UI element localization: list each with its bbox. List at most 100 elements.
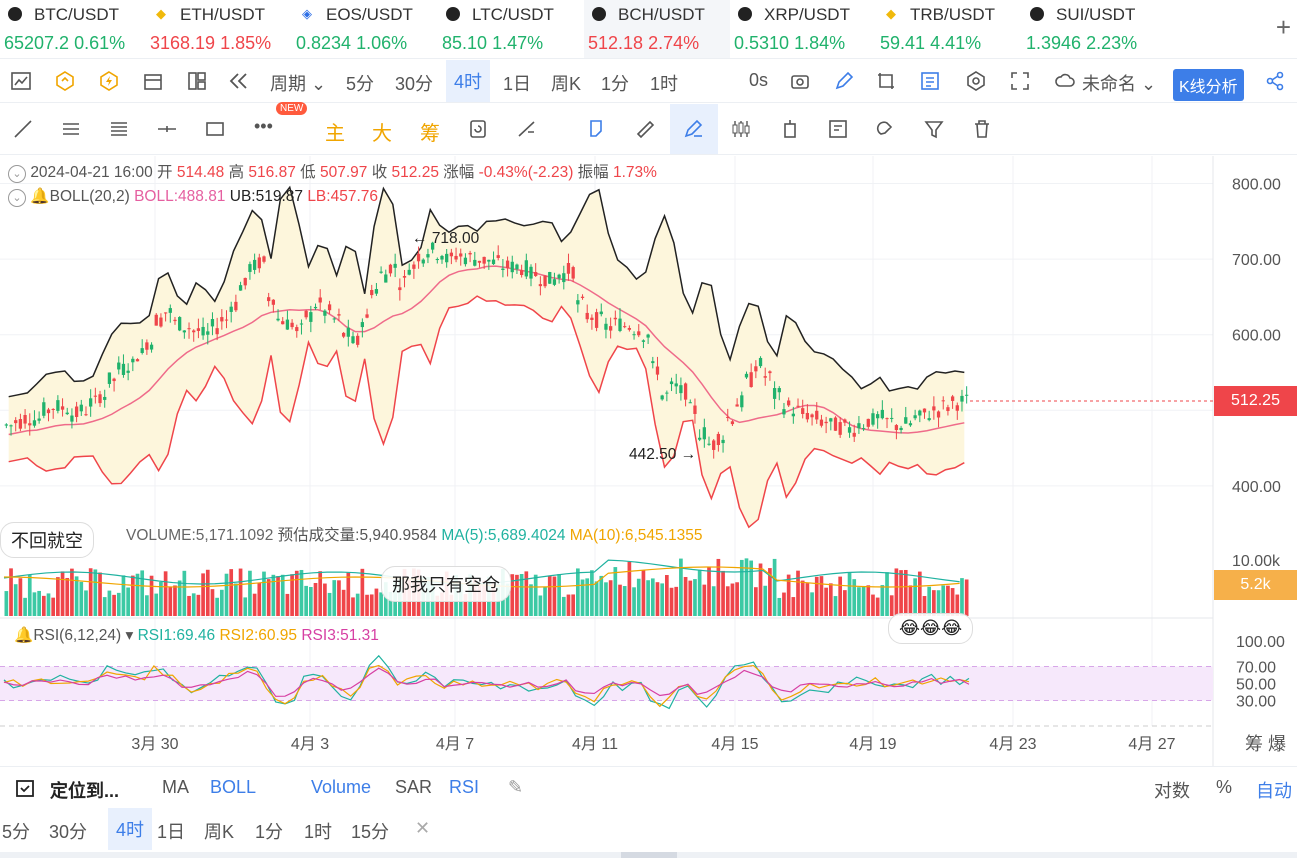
chart-canvas[interactable]: 800.00 700.00 600.00 400.00 10.00k 100.00 70.0… [0,156,1297,766]
ticker-xrp[interactable]: XRP/USDT 0.5310 1.84% [730,0,876,58]
layout-icon[interactable] [186,70,208,92]
camera-icon[interactable] [789,70,811,92]
bottom-interval-6[interactable]: 1时 [304,822,333,842]
sar-toggle[interactable]: SAR [395,777,433,797]
volume-bar [93,569,98,616]
countdown-label: 0s [749,70,769,90]
edit-indicators-icon[interactable]: ✎ [508,777,524,797]
indicator-icon[interactable] [54,70,76,92]
position-icon[interactable] [779,118,801,140]
more-tools-icon[interactable]: ••• [254,116,273,136]
comment-bubble[interactable]: 那我只有空仓 [381,566,511,602]
compare-icon[interactable] [919,70,941,92]
ticker-ltc[interactable]: LTC/USDT 85.10 1.47% [438,0,584,58]
rectangle-icon[interactable] [204,118,226,140]
trash-icon[interactable] [971,118,993,140]
bell-icon[interactable]: 🔔 [14,627,34,644]
interval-week[interactable]: 周K [551,74,582,94]
auto-scale-toggle[interactable]: 自动 [1256,781,1292,801]
cloud-icon[interactable] [1054,70,1076,92]
volume-bar [946,585,950,616]
bell-icon[interactable]: 🔔 [30,188,50,205]
big-order-button[interactable]: 大 [372,123,392,145]
collapse-icon[interactable]: ⌄ [8,165,26,183]
corner-labels[interactable]: 筹 爆 [1245,734,1287,754]
bottom-interval-7[interactable]: 15分 [351,822,390,842]
resize-handle[interactable] [0,852,1297,858]
crop-icon[interactable] [875,70,897,92]
kline-analysis-button[interactable]: K线分析 [1173,69,1244,101]
filter-icon[interactable] [923,118,945,140]
chart-type-icon[interactable] [10,70,32,92]
lock-icon[interactable] [875,118,897,140]
percent-toggle[interactable]: % [1216,777,1233,797]
ticker-btc[interactable]: BTC/USDT 65207.2 0.61% [0,0,146,58]
eos-icon: ◈ [302,6,312,21]
bottom-interval-1[interactable]: 30分 [49,822,88,842]
trendline-icon[interactable] [12,118,34,140]
volume-bar [932,590,936,616]
fib-icon[interactable] [108,118,130,140]
interval-5m[interactable]: 5分 [346,74,375,94]
add-ticker-icon[interactable]: + [1275,12,1291,42]
pencil-icon[interactable] [833,70,855,92]
replay-icon[interactable] [228,70,250,92]
ticker-trb[interactable]: ◆ TRB/USDT 59.41 4.41% [876,0,1022,58]
close-icon[interactable]: ✕ [415,818,431,838]
collapse-icon[interactable]: ⌄ [8,189,26,207]
parallel-lines-icon[interactable] [60,118,82,140]
ticker-eth[interactable]: ◆ ETH/USDT 3168.19 1.85% [146,0,292,58]
measure-icon[interactable] [516,118,538,140]
period-dropdown[interactable]: 周期 ⌄ [270,74,327,94]
handle-grip[interactable] [621,852,677,858]
interval-1h[interactable]: 1时 [650,74,679,94]
bottom-interval-2[interactable]: 4时 [108,808,153,850]
calendar-icon[interactable] [14,777,36,799]
layout-name-dropdown[interactable]: 未命名 ⌄ [1082,74,1157,94]
bottom-interval-3[interactable]: 1日 [157,822,186,842]
candle-body [754,366,758,372]
settings-icon[interactable] [965,70,987,92]
refresh-drawing-icon[interactable] [467,118,489,140]
volume-bar [566,594,571,616]
candle-body [576,300,580,305]
ticker-sui[interactable]: SUI/USDT 1.3946 2.23% [1022,0,1168,58]
candle-body [876,414,880,419]
brush-icon[interactable] [682,118,704,140]
volume-bar [590,570,594,616]
main-chart-button[interactable]: 主 [325,123,345,145]
interval-30m[interactable]: 30分 [395,74,434,94]
ticker-eos[interactable]: ◈ EOS/USDT 0.8234 1.06% [292,0,438,58]
volume-bar [941,585,946,616]
candles-icon[interactable] [730,118,752,140]
log-scale-toggle[interactable]: 对数 [1154,781,1190,801]
bottom-interval-4[interactable]: 周K [204,822,235,842]
share-icon[interactable] [1264,70,1286,92]
locate-button[interactable]: 定位到... [50,781,120,801]
calendar-icon[interactable] [142,70,164,92]
comment-bubble[interactable]: 不回就空 [0,522,94,558]
candle-body [566,263,571,274]
volume-toggle[interactable]: Volume [311,777,372,797]
interval-4h[interactable]: 4时 [446,60,491,102]
chart-area[interactable]: 800.00 700.00 600.00 400.00 10.00k 100.00 70.0… [0,156,1297,766]
ma-toggle[interactable]: MA [162,777,189,797]
ruler-icon[interactable] [634,118,656,140]
flash-icon[interactable] [98,70,120,92]
rsi-toggle[interactable]: RSI [449,777,480,797]
candle-body [890,417,894,419]
chip-button[interactable]: 筹 [420,123,440,145]
magnet-icon[interactable] [587,118,609,140]
bottom-interval-5[interactable]: 1分 [255,822,284,842]
fullscreen-icon[interactable] [1009,70,1031,92]
note-icon[interactable] [827,118,849,140]
interval-1m[interactable]: 1分 [601,74,630,94]
boll-toggle[interactable]: BOLL [210,777,257,797]
emoji-bubble[interactable]: 😂😂😂 [888,613,974,644]
ticker-bch[interactable]: BCH/USDT 512.18 2.74% [584,0,730,58]
volume-bar [861,586,866,616]
bottom-interval-0[interactable]: 5分 [2,822,31,842]
horizontal-line-icon[interactable] [156,118,178,140]
volume-bar [810,592,814,616]
interval-1d[interactable]: 1日 [503,74,532,94]
